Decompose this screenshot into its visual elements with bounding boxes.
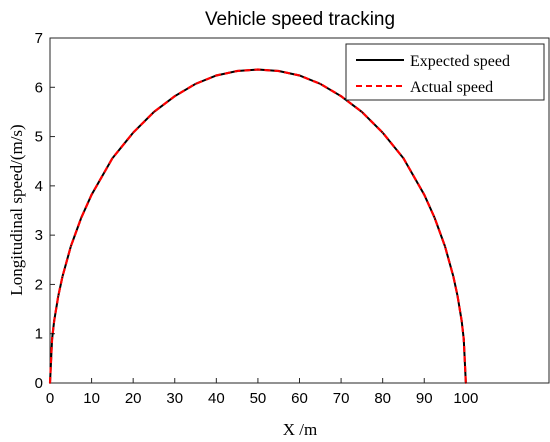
data-point-actual — [319, 83, 322, 85]
y-tick-label: 2 — [35, 276, 43, 293]
data-point-actual — [132, 131, 134, 134]
data-point-actual — [433, 217, 436, 219]
data-point-actual — [456, 294, 459, 297]
data-point-actual — [49, 382, 51, 384]
data-point-actual — [53, 320, 55, 322]
data-point-actual — [194, 83, 197, 85]
y-tick-label: 1 — [35, 326, 43, 343]
data-point-actual — [51, 338, 53, 340]
x-tick-label: 90 — [416, 390, 433, 407]
data-point-actual — [298, 74, 301, 77]
x-tick-label: 60 — [291, 390, 308, 407]
x-tick-label: 10 — [83, 390, 100, 407]
data-point-actual — [80, 217, 82, 219]
y-tick-label: 6 — [35, 79, 43, 96]
data-point-actual — [236, 70, 238, 72]
x-tick-label: 50 — [250, 390, 267, 407]
x-tick-label: 80 — [374, 390, 391, 407]
axis-ticks: 0 10 20 30 40 50 60 70 80 90 100 0 1 2 3 4 5 6 7 — [35, 30, 479, 407]
data-point-actual — [381, 131, 384, 134]
y-tick-label: 0 — [35, 375, 43, 392]
x-tick-label: 70 — [333, 390, 350, 407]
data-point-actual — [111, 157, 114, 160]
y-axis-label: Longitudinal speed/(m/s) — [7, 124, 26, 295]
data-point-actual — [465, 382, 467, 384]
data-point-actual — [90, 193, 93, 196]
data-point-actual — [277, 70, 280, 72]
data-point-actual — [423, 193, 426, 196]
x-axis-label: X /m — [283, 420, 317, 439]
series-points — [49, 68, 467, 384]
chart-title: Vehicle speed tracking — [205, 9, 395, 30]
y-tick-label: 7 — [35, 30, 43, 47]
y-tick-label: 5 — [35, 129, 43, 146]
data-point-actual — [61, 275, 64, 278]
x-tick-label: 40 — [208, 390, 225, 407]
legend: Expected speed Actual speed — [345, 43, 545, 101]
data-point-actual — [460, 320, 463, 322]
x-tick-label: 0 — [46, 390, 54, 407]
data-point-actual — [257, 68, 259, 71]
data-point-actual — [402, 157, 405, 160]
x-tick-label: 30 — [166, 390, 183, 407]
data-point-actual — [57, 294, 60, 297]
y-tick-label: 3 — [35, 227, 43, 244]
data-point-actual — [173, 95, 176, 97]
data-point-actual — [215, 74, 218, 77]
legend-box — [345, 43, 545, 101]
data-point-actual — [361, 111, 363, 113]
data-point-actual — [452, 275, 455, 278]
x-tick-label: 100 — [453, 390, 478, 407]
data-point-actual — [340, 95, 342, 97]
data-point-actual — [462, 338, 465, 340]
legend-label-expected: Expected speed — [410, 53, 510, 70]
data-point-actual — [444, 245, 446, 248]
data-point-actual — [153, 111, 155, 113]
legend-label-actual: Actual speed — [410, 79, 493, 96]
y-tick-label: 4 — [35, 178, 43, 195]
data-point-actual — [69, 245, 72, 248]
x-tick-label: 20 — [125, 390, 142, 407]
